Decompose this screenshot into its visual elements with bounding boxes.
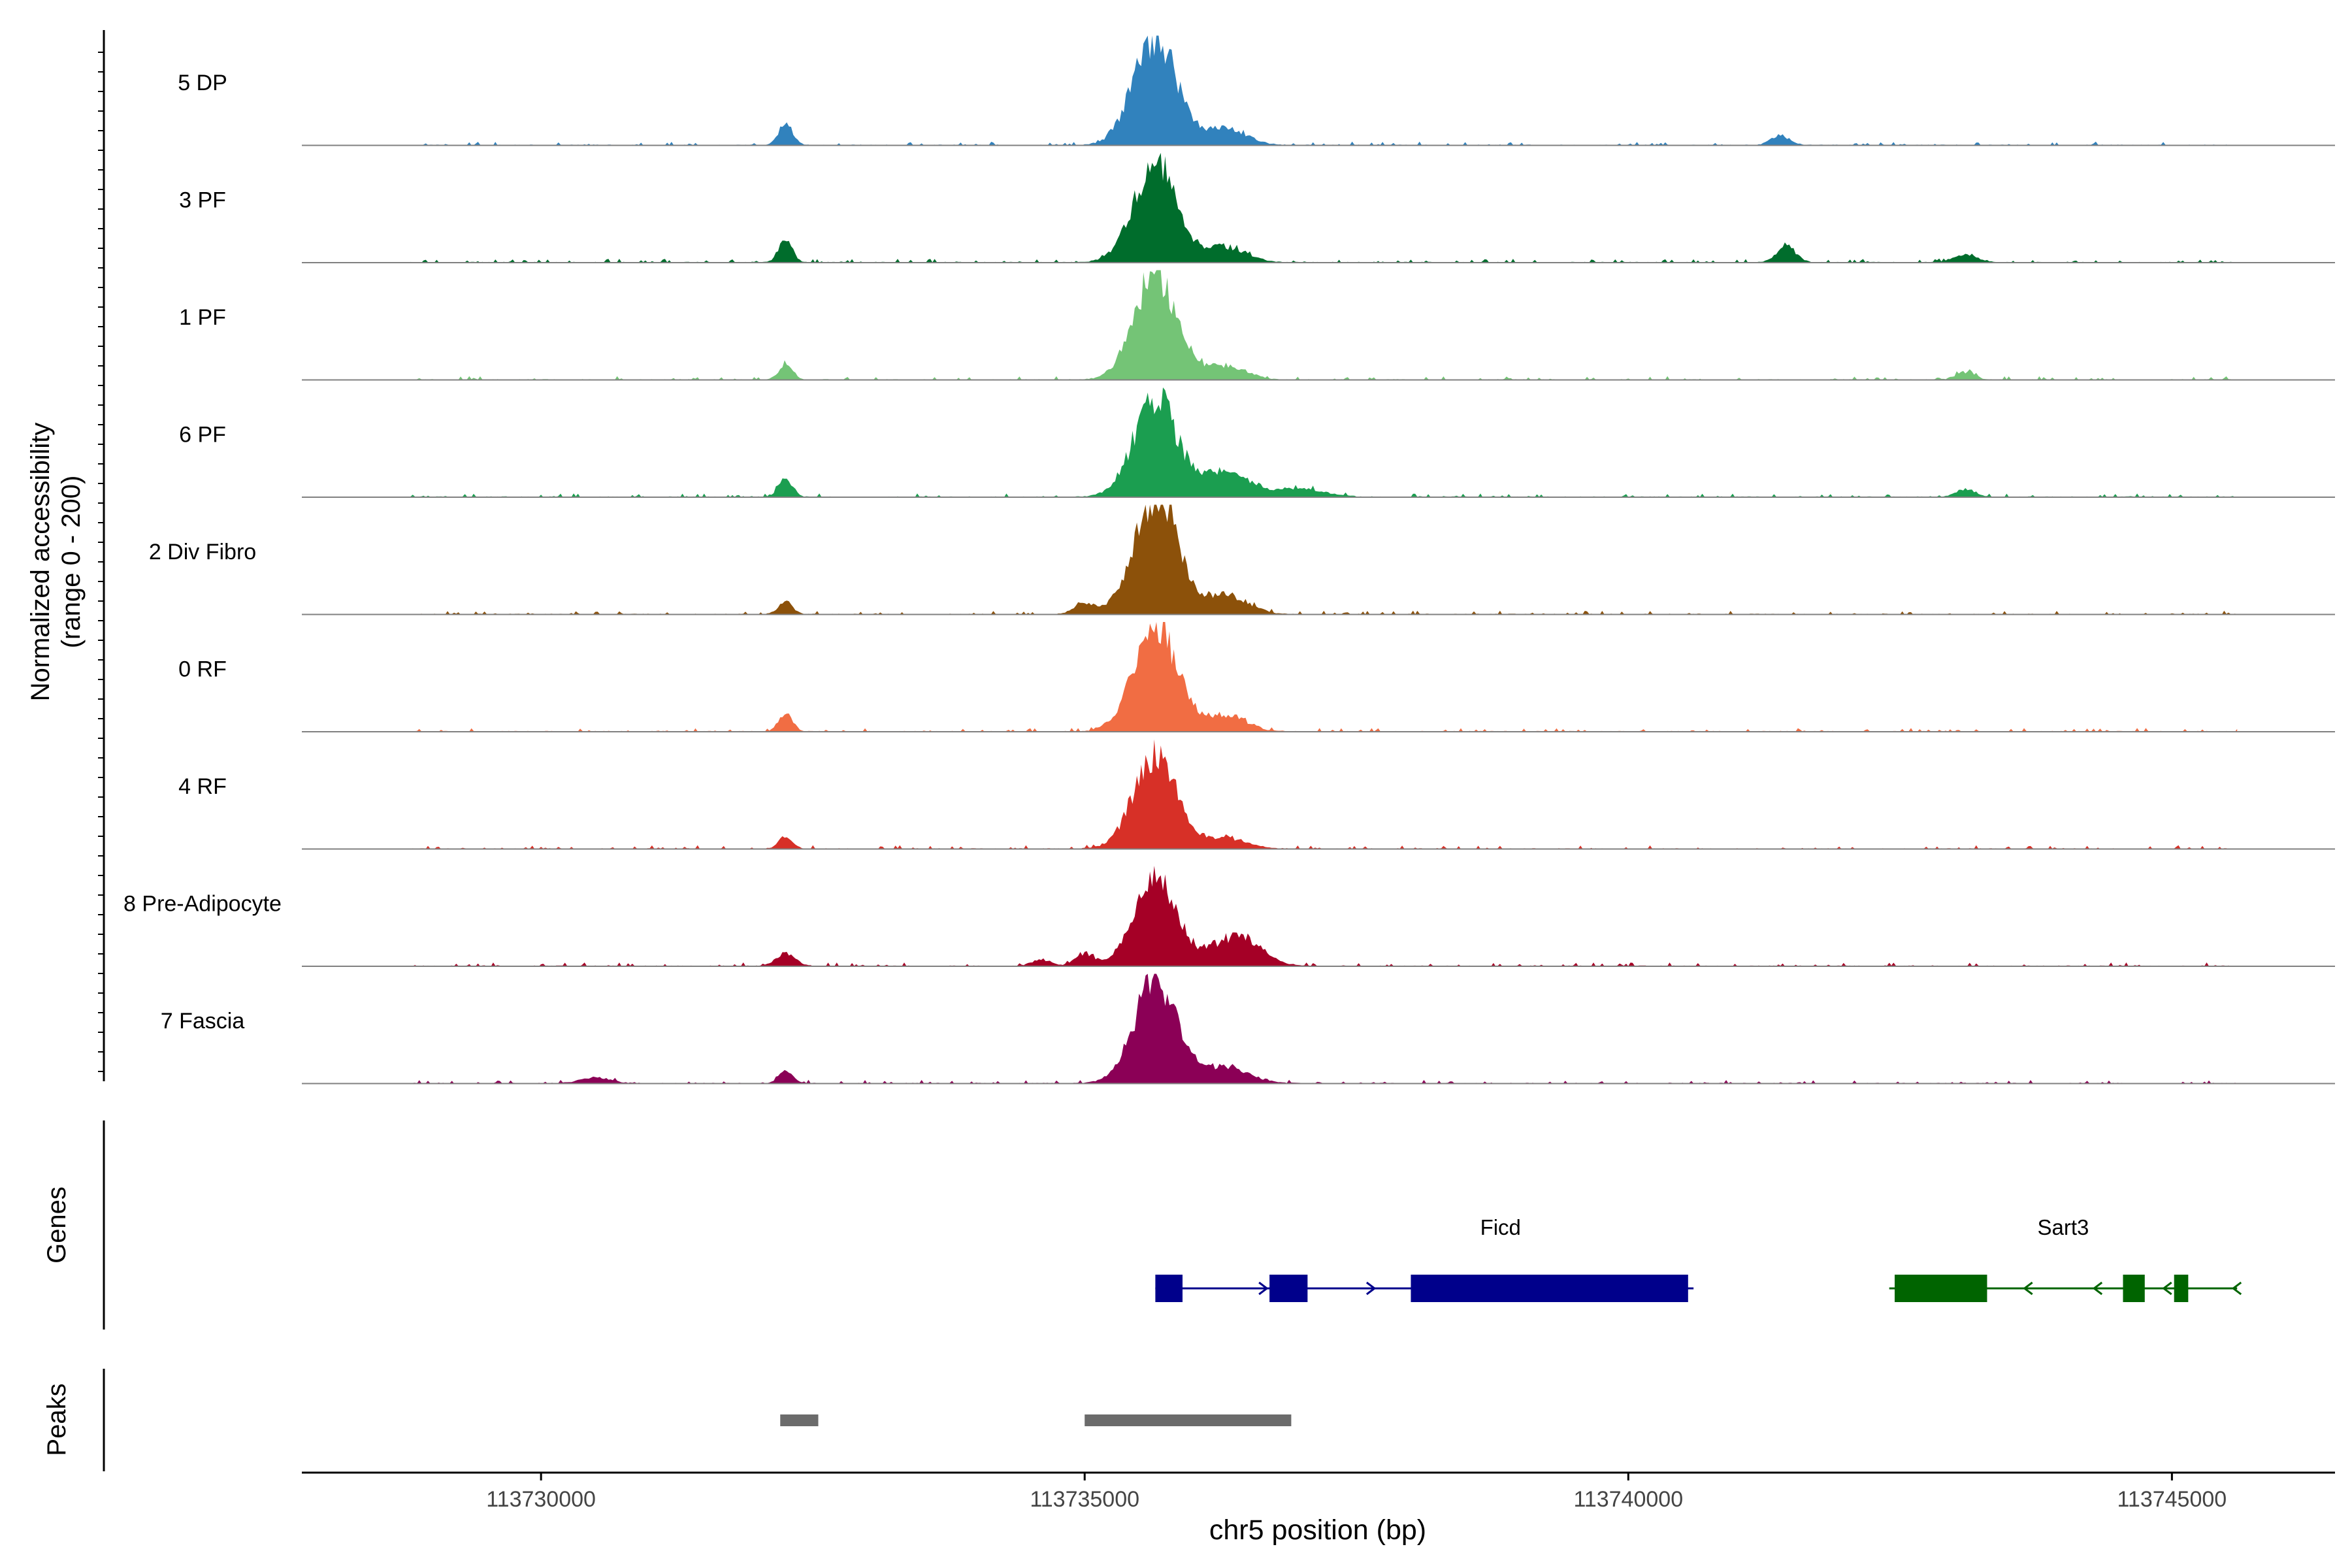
track-6-pf: 6 PF [179, 387, 2335, 498]
track-area [410, 739, 2238, 849]
gene-ficd: Ficd [1155, 1215, 1694, 1302]
genes-track: Ficd Sart3 [1155, 1215, 2242, 1302]
y-axis-label: Normalized accessibility [26, 423, 55, 702]
track-label: 5 DP [178, 71, 227, 95]
genes-label: Genes [42, 1186, 71, 1264]
gene-exon [1411, 1275, 1688, 1302]
track-label: 6 PF [179, 423, 226, 448]
gene-exon [1155, 1275, 1183, 1302]
gene-exon [1269, 1275, 1308, 1302]
gene-exon [2174, 1275, 2189, 1302]
track-8-pre-adipocyte: 8 Pre-Adipocyte [123, 866, 2335, 967]
gene-exon [1895, 1275, 1987, 1302]
track-7-fascia: 7 Fascia [161, 973, 2335, 1085]
track-area [410, 153, 2238, 263]
strand-arrow [1258, 1281, 1269, 1296]
gene-label: Ficd [1480, 1215, 1521, 1239]
x-axis-label: chr5 position (bp) [1209, 1514, 1426, 1546]
track-area [410, 35, 2238, 146]
x-axis-ticks: 113730000 113735000 113740000 113745000 [486, 1473, 2227, 1512]
x-tick-label: 113730000 [486, 1487, 596, 1512]
track-3-pf: 3 PF [179, 153, 2335, 263]
tracks: 5 DP 3 PF 1 PF 6 PF 2 Div Fibro 0 RF 4 RF 8 Pre… [123, 35, 2335, 1085]
track-0-rf: 0 RF [178, 622, 2335, 732]
track-5-dp: 5 DP [178, 35, 2335, 146]
gene-label: Sart3 [2038, 1215, 2089, 1239]
gene-sart3: Sart3 [1889, 1215, 2242, 1302]
peaks-label: Peaks [42, 1383, 71, 1456]
peak-region [1085, 1414, 1292, 1426]
track-area [410, 387, 2238, 497]
track-1-pf: 1 PF [179, 270, 2335, 381]
track-area [410, 973, 2238, 1084]
track-label: 1 PF [179, 305, 226, 330]
peak-region [780, 1414, 819, 1426]
x-tick-label: 113735000 [1030, 1487, 1139, 1512]
track-area [410, 866, 2238, 966]
strand-arrow [1365, 1281, 1377, 1296]
strand-arrow [2092, 1281, 2103, 1296]
track-area [410, 270, 2238, 380]
peaks-track [780, 1414, 1292, 1426]
y-axis-label-range: (range 0 - 200) [57, 476, 86, 649]
track-label: 0 RF [178, 657, 227, 682]
track-label: 4 RF [178, 774, 227, 799]
track-2-div-fibro: 2 Div Fibro [149, 504, 2335, 615]
x-tick-label: 113745000 [2117, 1487, 2227, 1512]
track-label: 3 PF [179, 188, 226, 213]
y-axis-ticks [98, 52, 104, 1072]
strand-arrow [2162, 1281, 2172, 1296]
track-area [410, 504, 2238, 615]
track-area [410, 622, 2238, 732]
strand-arrow [2231, 1281, 2242, 1296]
track-label: 2 Div Fibro [149, 540, 256, 564]
gene-exon [2123, 1275, 2145, 1302]
x-tick-label: 113740000 [1573, 1487, 1683, 1512]
track-4-rf: 4 RF [178, 739, 2335, 850]
strand-arrow [2023, 1281, 2033, 1296]
track-label: 8 Pre-Adipocyte [123, 892, 282, 917]
track-label: 7 Fascia [161, 1009, 245, 1034]
